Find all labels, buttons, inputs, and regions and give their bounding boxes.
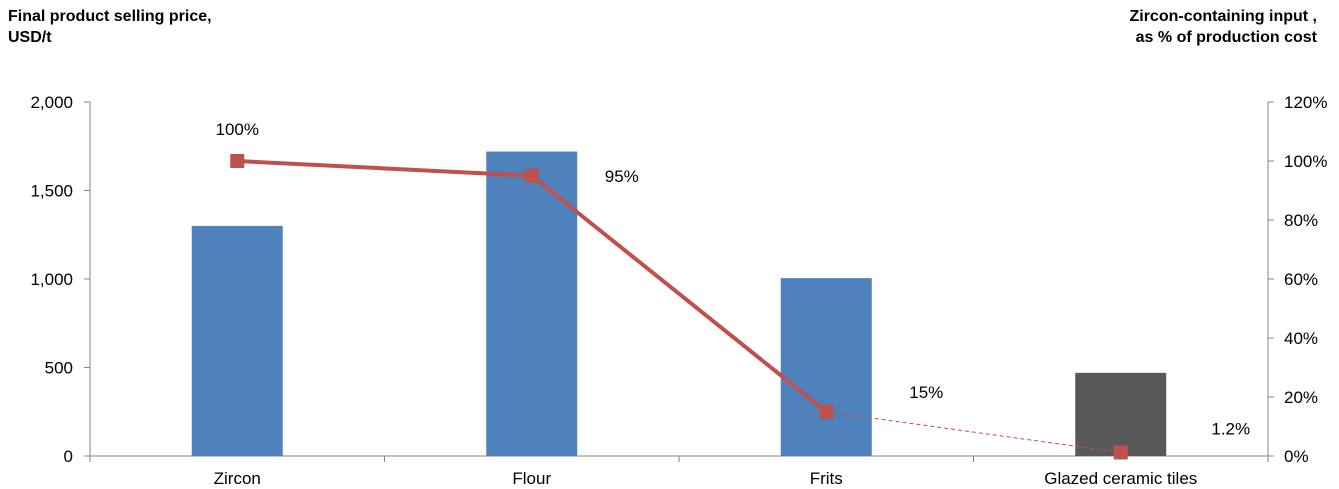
left-axis-tick-label: 1,500 [30, 182, 73, 201]
right-axis-tick-label: 0% [1284, 447, 1309, 466]
line-marker [819, 404, 834, 419]
line-marker [230, 154, 245, 168]
left-axis-title-line1: Final product selling price, [8, 8, 212, 25]
left-axis-tick-label: 1,000 [30, 270, 73, 289]
x-axis-category-label: Zircon [214, 469, 261, 488]
right-axis-title-line2: as % of production cost [1135, 29, 1317, 46]
right-axis-tick-label: 100% [1284, 152, 1327, 171]
line-marker [524, 168, 539, 183]
right-axis-tick-label: 20% [1284, 388, 1318, 407]
line-data-label: 95% [605, 167, 639, 186]
bar-frits [780, 278, 872, 456]
right-axis-tick-label: 120% [1284, 93, 1327, 112]
left-axis-tick-label: 500 [45, 359, 73, 378]
line-segment-dashed [826, 411, 1121, 453]
line-data-label: 15% [909, 383, 943, 402]
x-axis-category-label: Frits [810, 469, 843, 488]
right-axis-title: Zircon-containing input , as % of produc… [987, 6, 1317, 48]
left-axis-title-line2: USD/t [8, 29, 52, 46]
line-marker [1113, 445, 1128, 460]
line-segment [530, 174, 828, 414]
left-axis-tick-label: 0 [64, 447, 73, 466]
x-axis-category-label: Glazed ceramic tiles [1044, 469, 1197, 488]
line-data-label: 100% [216, 120, 259, 139]
right-axis-tick-label: 40% [1284, 329, 1318, 348]
right-axis-title-line1: Zircon-containing input , [1129, 8, 1317, 25]
right-axis-tick-label: 60% [1284, 270, 1318, 289]
left-axis-tick-label: 2,000 [30, 93, 73, 112]
line-data-label: 1.2% [1211, 419, 1250, 438]
right-axis-tick-label: 80% [1284, 211, 1318, 230]
line-segment [237, 159, 532, 178]
bar-glazed-ceramic-tiles [1075, 372, 1167, 456]
x-axis-category-label: Flour [512, 469, 551, 488]
bar-zircon [191, 225, 283, 456]
left-axis-title: Final product selling price, USD/t [8, 6, 308, 48]
bar-flour [486, 151, 578, 456]
